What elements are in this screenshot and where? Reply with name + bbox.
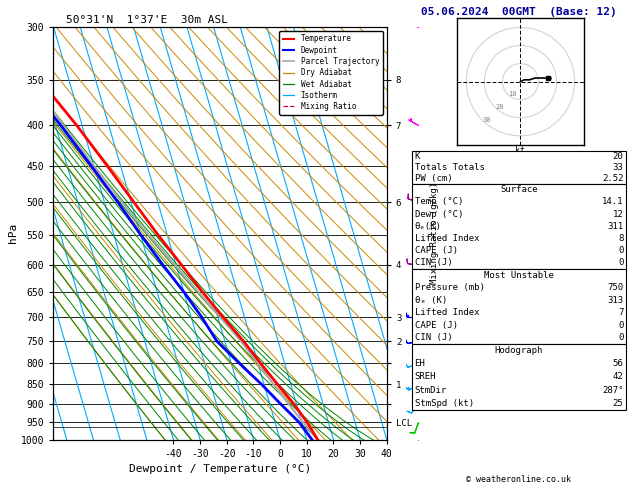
Text: SREH: SREH (415, 372, 436, 382)
Text: Totals Totals: Totals Totals (415, 163, 484, 172)
Y-axis label: km
ASL: km ASL (415, 225, 437, 242)
Text: 2.52: 2.52 (602, 174, 623, 183)
Text: Hodograph: Hodograph (495, 346, 543, 355)
Text: 30: 30 (482, 117, 491, 122)
Text: CAPE (J): CAPE (J) (415, 321, 457, 330)
Y-axis label: hPa: hPa (8, 223, 18, 243)
Text: 20: 20 (495, 104, 504, 110)
Text: 0: 0 (618, 246, 623, 255)
Text: 05.06.2024  00GMT  (Base: 12): 05.06.2024 00GMT (Base: 12) (421, 7, 617, 17)
Text: Lifted Index: Lifted Index (415, 234, 479, 243)
Text: 0: 0 (618, 333, 623, 342)
Text: Surface: Surface (500, 185, 538, 194)
Text: StmSpd (kt): StmSpd (kt) (415, 399, 474, 408)
Text: 287°: 287° (602, 385, 623, 395)
Text: 7: 7 (618, 308, 623, 317)
Text: 8: 8 (618, 234, 623, 243)
Text: 56: 56 (613, 359, 623, 368)
X-axis label: kt: kt (516, 146, 525, 155)
Text: Temp (°C): Temp (°C) (415, 197, 463, 207)
Text: 311: 311 (607, 222, 623, 231)
Text: 10: 10 (508, 91, 516, 97)
Text: 20: 20 (613, 152, 623, 161)
Text: Dewp (°C): Dewp (°C) (415, 209, 463, 219)
Text: PW (cm): PW (cm) (415, 174, 452, 183)
Text: EH: EH (415, 359, 425, 368)
Text: CAPE (J): CAPE (J) (415, 246, 457, 255)
Text: 42: 42 (613, 372, 623, 382)
Text: 0: 0 (618, 321, 623, 330)
Legend: Temperature, Dewpoint, Parcel Trajectory, Dry Adiabat, Wet Adiabat, Isotherm, Mi: Temperature, Dewpoint, Parcel Trajectory… (279, 31, 383, 115)
Text: 0: 0 (618, 258, 623, 267)
Text: 12: 12 (613, 209, 623, 219)
X-axis label: Dewpoint / Temperature (°C): Dewpoint / Temperature (°C) (129, 465, 311, 474)
Text: StmDir: StmDir (415, 385, 447, 395)
Text: 14.1: 14.1 (602, 197, 623, 207)
Text: 313: 313 (607, 295, 623, 305)
Text: CIN (J): CIN (J) (415, 258, 452, 267)
Text: K: K (415, 152, 420, 161)
Text: 33: 33 (613, 163, 623, 172)
Text: Lifted Index: Lifted Index (415, 308, 479, 317)
Text: 50°31'N  1°37'E  30m ASL: 50°31'N 1°37'E 30m ASL (66, 15, 228, 25)
Text: © weatheronline.co.uk: © weatheronline.co.uk (467, 474, 571, 484)
Text: θₑ(K): θₑ(K) (415, 222, 442, 231)
Text: Most Unstable: Most Unstable (484, 271, 554, 279)
Text: 25: 25 (613, 399, 623, 408)
Text: 750: 750 (607, 283, 623, 292)
Text: θₑ (K): θₑ (K) (415, 295, 447, 305)
Text: CIN (J): CIN (J) (415, 333, 452, 342)
Text: Mixing Ratio (g/kg): Mixing Ratio (g/kg) (430, 182, 438, 284)
Text: Pressure (mb): Pressure (mb) (415, 283, 484, 292)
